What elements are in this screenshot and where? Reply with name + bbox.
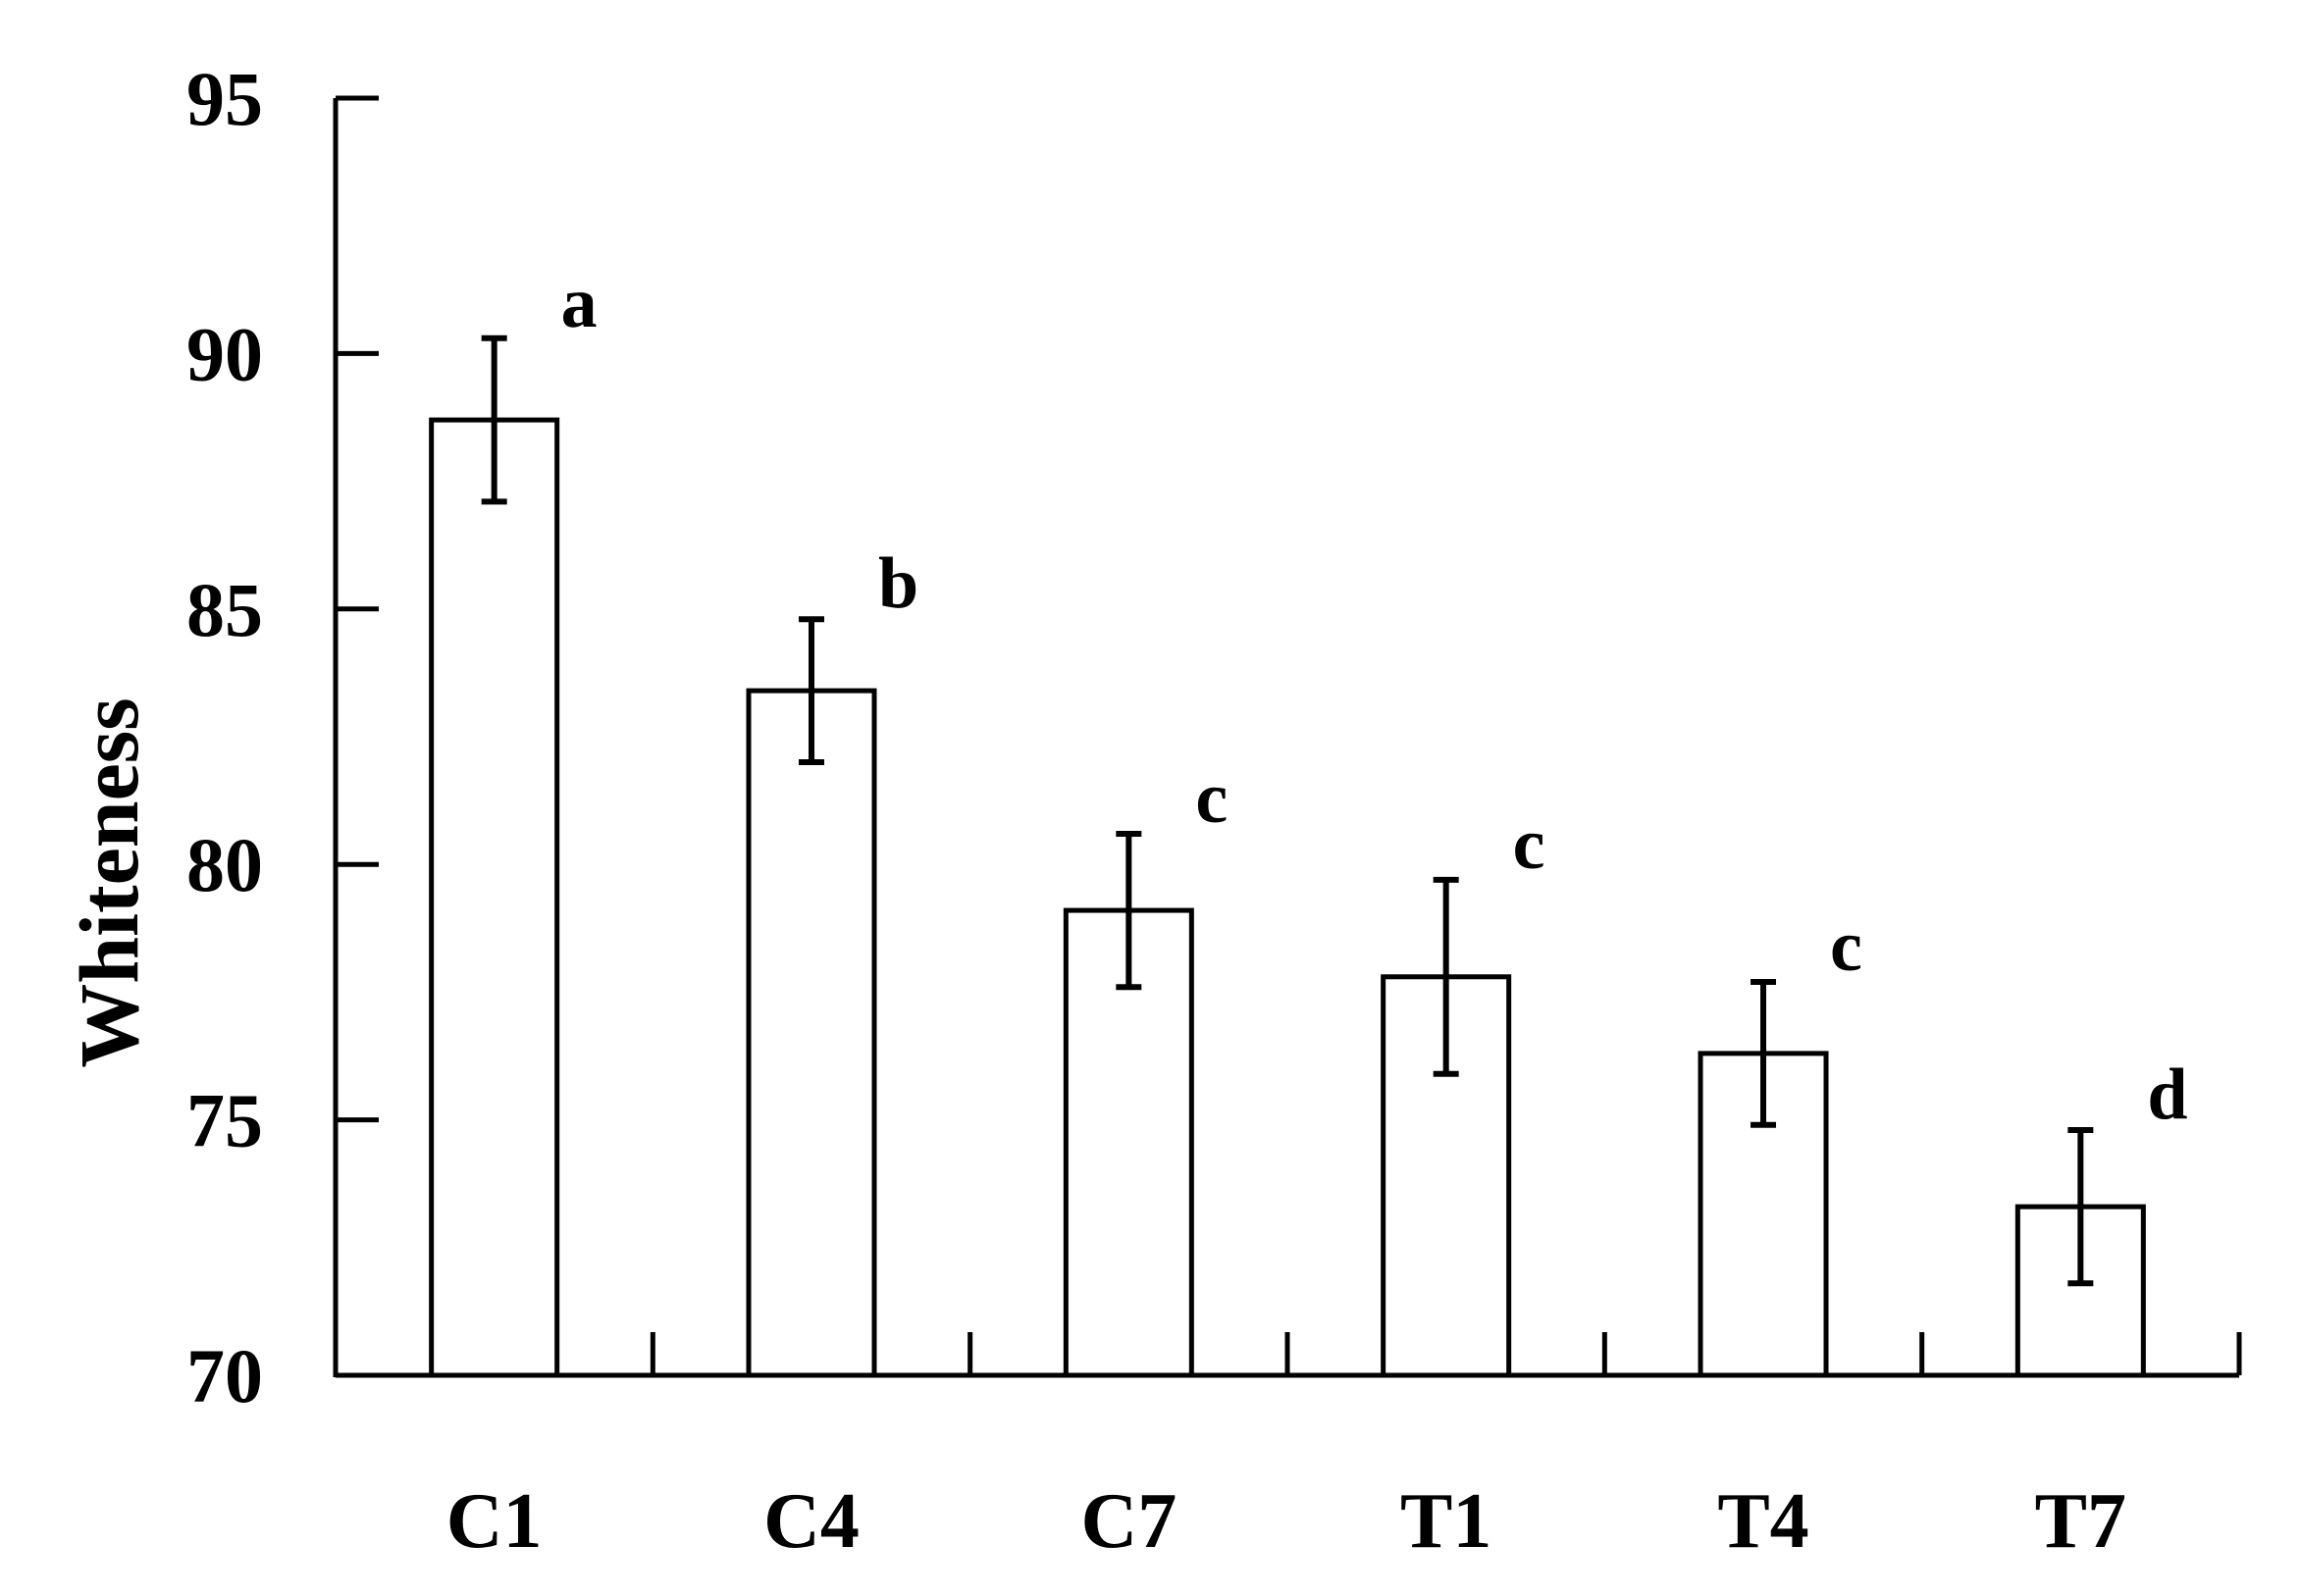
bar-C4 <box>746 688 877 1378</box>
y-tick-label-80: 80 <box>186 822 263 907</box>
significance-label-T7: d <box>2147 1055 2187 1135</box>
y-axis-ticks <box>336 95 379 1378</box>
significance-label-T1: c <box>1513 804 1545 885</box>
category-label-C4: C4 <box>763 1478 860 1565</box>
bar-C1 <box>429 417 560 1378</box>
significance-label-T4: c <box>1830 906 1862 987</box>
significance-label-C7: c <box>1195 758 1228 839</box>
y-tick-label-95: 95 <box>186 56 263 141</box>
y-axis-title: Whiteness <box>62 697 156 1067</box>
y-tick-label-90: 90 <box>186 311 263 396</box>
x-axis-ticks <box>650 1332 2242 1375</box>
y-tick-label-70: 70 <box>186 1333 263 1418</box>
category-labels: C1 C4 C7 T1 T4 T7 <box>446 1478 2126 1565</box>
bars <box>429 417 2146 1378</box>
category-label-T1: T1 <box>1400 1478 1491 1565</box>
y-tick-label-85: 85 <box>186 567 263 652</box>
significance-label-C4: b <box>878 543 918 624</box>
error-bars <box>481 335 2094 1287</box>
category-label-T7: T7 <box>2035 1478 2126 1565</box>
significance-labels: a b c c c d <box>561 263 2188 1135</box>
category-label-C1: C1 <box>446 1478 543 1565</box>
y-axis-tick-labels: 70 75 80 85 90 95 <box>186 56 263 1418</box>
y-tick-label-75: 75 <box>186 1078 263 1163</box>
significance-label-C1: a <box>561 263 598 343</box>
category-label-C7: C7 <box>1080 1478 1177 1565</box>
category-label-T4: T4 <box>1717 1478 1808 1565</box>
